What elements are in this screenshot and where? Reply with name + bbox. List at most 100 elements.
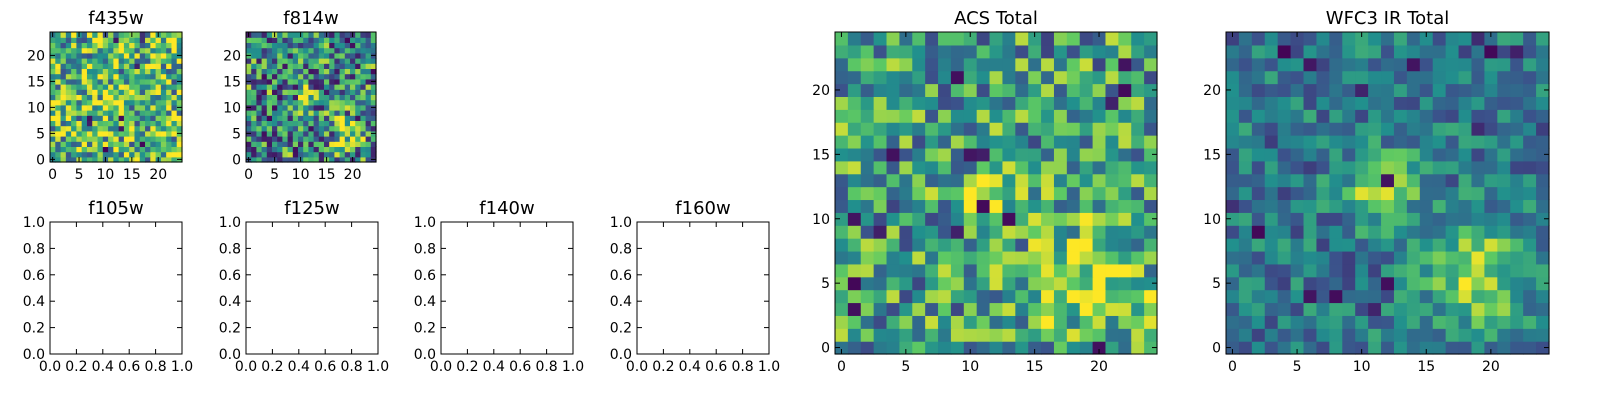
heatmap-cell [108, 120, 114, 127]
heatmap-cell [1432, 57, 1447, 72]
heatmap-cell [277, 94, 283, 101]
heatmap-cell [925, 315, 939, 329]
heatmap-cell [329, 89, 335, 95]
heatmap-cell [1131, 32, 1145, 46]
heatmap-cell [139, 78, 146, 85]
heatmap-cell [925, 225, 939, 239]
heatmap-cell [155, 63, 162, 69]
heatmap-cell [176, 37, 183, 43]
x-tick-label: 0 [1228, 359, 1237, 375]
heatmap-cell [1290, 109, 1305, 123]
heatmap-cell [55, 130, 62, 137]
heatmap-cell [139, 32, 146, 38]
heatmap-cell [155, 141, 162, 147]
heatmap-cell [1316, 44, 1330, 59]
heatmap-cell [318, 42, 325, 49]
heatmap-cell [92, 130, 99, 137]
heatmap-cell [1510, 57, 1524, 72]
heatmap-cell [847, 109, 862, 123]
heatmap-cell [1079, 328, 1094, 342]
heatmap-cell [912, 96, 926, 110]
heatmap-cell [1368, 276, 1382, 291]
heatmap-cell [1226, 96, 1240, 110]
heatmap-cell [899, 250, 913, 265]
heatmap-cell [313, 94, 320, 101]
heatmap-cell [899, 173, 913, 188]
heatmap-cell [303, 78, 309, 85]
heatmap-cell [256, 156, 263, 163]
heatmap-cell [282, 73, 289, 80]
heatmap-cell [1510, 96, 1524, 110]
heatmap-cell [55, 68, 62, 75]
heatmap-cell [989, 147, 1004, 162]
heatmap-cell [118, 84, 125, 90]
heatmap-cell [1484, 173, 1498, 188]
heatmap-cell [277, 47, 283, 54]
heatmap-cell [97, 99, 104, 106]
heatmap-cell [344, 99, 351, 106]
heatmap-cell [55, 42, 62, 49]
heatmap-cell [1131, 70, 1145, 85]
heatmap-cell [329, 151, 335, 158]
heatmap-cell [360, 32, 367, 38]
heatmap-cell [365, 141, 372, 147]
heatmap-cell [925, 70, 939, 85]
heatmap-cell [1329, 341, 1343, 355]
heatmap-cell [145, 58, 151, 64]
heatmap-cell [1329, 225, 1343, 239]
heatmap-cell [92, 99, 99, 106]
heatmap-cell [150, 89, 157, 95]
heatmap-cell [86, 156, 93, 163]
heatmap-cell [370, 73, 377, 80]
heatmap-cell [925, 147, 939, 162]
heatmap-cell [129, 68, 136, 75]
y-tick-label: 15 [223, 74, 241, 90]
heatmap-cell [1368, 289, 1382, 304]
heatmap-cell [292, 110, 299, 116]
heatmap-cell [256, 136, 263, 142]
heatmap-cell [71, 146, 77, 153]
heatmap-cell [292, 104, 299, 111]
heatmap-cell [129, 58, 136, 64]
heatmap-cell [1264, 263, 1279, 278]
heatmap-cell [329, 84, 335, 90]
heatmap-cell [155, 47, 162, 54]
heatmap-cell [1144, 238, 1158, 252]
axes-frame [440, 221, 574, 355]
heatmap-cell [287, 37, 294, 43]
heatmap-cell [55, 89, 62, 95]
heatmap-cell [1355, 289, 1369, 304]
heatmap-cell [912, 186, 926, 201]
heatmap-cell [86, 47, 93, 54]
heatmap-cell [1329, 212, 1343, 226]
heatmap-cell [1368, 250, 1382, 265]
heatmap-cell [308, 94, 315, 101]
heatmap-cell [350, 130, 356, 137]
heatmap-cell [1251, 276, 1266, 291]
heatmap-cell [287, 136, 294, 142]
heatmap-cell [1419, 32, 1434, 46]
heatmap-cell [171, 156, 178, 163]
heatmap-cell [1432, 225, 1447, 239]
heatmap-cell [886, 238, 900, 252]
heatmap-cell [303, 58, 309, 64]
heatmap-cell [873, 83, 888, 97]
heatmap-cell [1497, 341, 1511, 355]
heatmap-cell [847, 147, 862, 162]
heatmap-cell [1523, 96, 1537, 110]
heatmap-cell [261, 110, 268, 116]
heatmap-cell [329, 115, 335, 121]
heatmap-cell [298, 141, 304, 147]
heatmap-cell [1458, 96, 1473, 110]
heatmap-cell [1419, 328, 1434, 342]
heatmap-cell [1105, 160, 1119, 175]
heatmap-cell [1079, 315, 1094, 329]
heatmap-cell [938, 70, 952, 85]
heatmap-cell [292, 136, 299, 142]
heatmap-cell [1131, 199, 1145, 213]
heatmap-cell [1419, 135, 1434, 149]
heatmap-cell [155, 99, 162, 106]
heatmap-cell [886, 263, 900, 278]
heatmap-cell [55, 146, 62, 153]
heatmap-cell [81, 32, 88, 38]
